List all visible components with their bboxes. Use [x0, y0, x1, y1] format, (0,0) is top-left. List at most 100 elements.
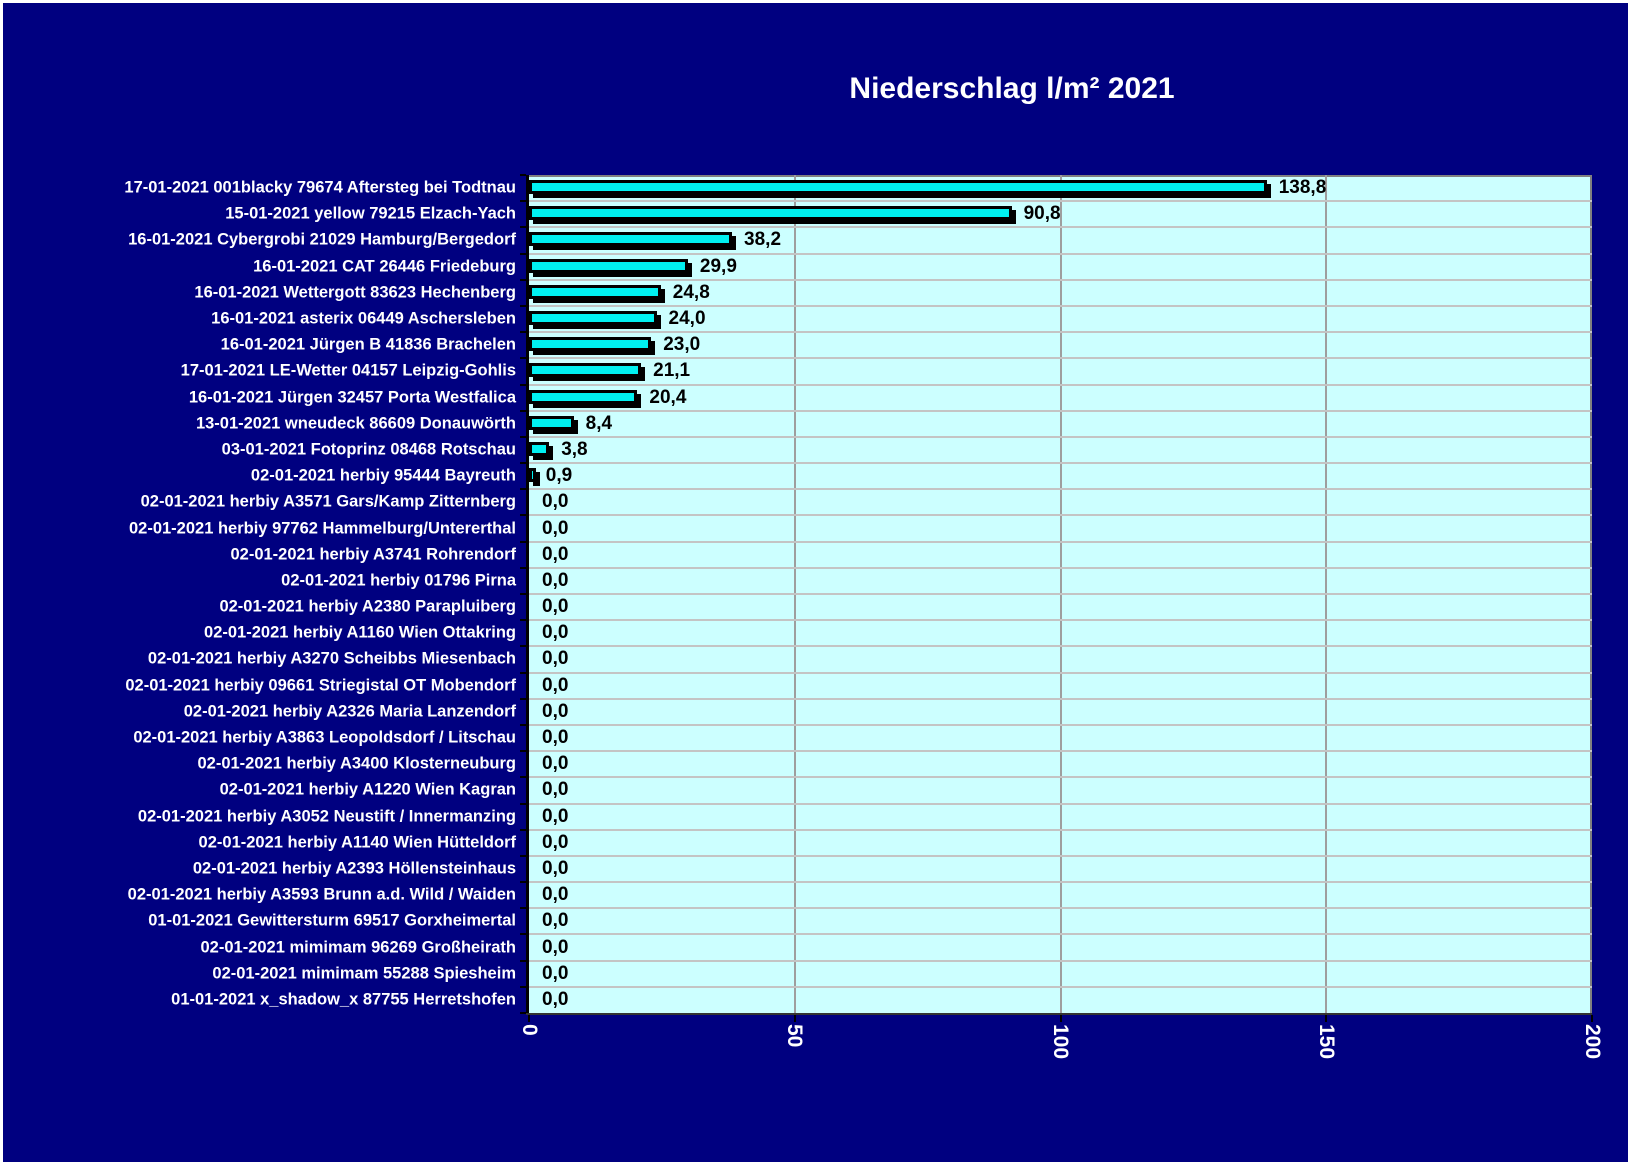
category-label: 02-01-2021 mimimam 96269 Großheirath [200, 938, 517, 957]
x-axis-tick-label: 0 [517, 1024, 541, 1036]
bar [529, 310, 657, 325]
y-axis-tick [520, 200, 526, 203]
y-axis-tick [520, 540, 526, 543]
y-axis-tick [520, 645, 526, 648]
value-label: 0,0 [542, 727, 569, 749]
row-separator [529, 304, 1592, 307]
value-label: 38,2 [744, 229, 782, 251]
value-label: 3,8 [561, 438, 588, 460]
value-label: 0,0 [542, 517, 569, 539]
category-label: 02-01-2021 herbiy A1220 Wien Kagran [219, 780, 516, 799]
bar [529, 468, 536, 483]
y-axis-tick [520, 619, 526, 622]
category-label: 16-01-2021 Cybergrobi 21029 Hamburg/Berg… [128, 230, 516, 249]
value-label: 0,0 [542, 910, 569, 932]
value-label: 0,0 [542, 779, 569, 801]
row-separator [529, 226, 1592, 229]
value-label: 0,0 [542, 596, 569, 618]
row-separator [529, 854, 1592, 857]
y-axis-tick [520, 723, 526, 726]
category-label: 16-01-2021 asterix 06449 Aschersleben [211, 309, 516, 328]
category-label: 16-01-2021 CAT 26446 Friedeburg [253, 257, 516, 276]
category-label: 03-01-2021 Fotoprinz 08468 Rotschau [221, 440, 516, 459]
bar [529, 232, 733, 247]
category-label: 02-01-2021 herbiy A3400 Klosterneuburg [197, 754, 516, 773]
y-axis-tick [520, 409, 526, 412]
row-separator [529, 933, 1592, 936]
value-label: 23,0 [663, 334, 701, 356]
y-axis-tick [520, 750, 526, 753]
x-axis-tick [1059, 1015, 1062, 1022]
value-label: 21,1 [653, 360, 691, 382]
category-label: 02-01-2021 herbiy A3593 Brunn a.d. Wild … [127, 885, 516, 904]
value-label: 20,4 [649, 386, 687, 408]
category-label: 16-01-2021 Wettergott 83623 Hechenberg [194, 283, 516, 302]
value-label: 0,0 [542, 753, 569, 775]
category-label: 01-01-2021 Gewittersturm 69517 Gorxheime… [148, 911, 516, 930]
row-separator [529, 435, 1592, 438]
y-axis-tick [520, 907, 526, 910]
y-axis-tick [520, 383, 526, 386]
y-axis-tick [520, 671, 526, 674]
row-separator [529, 252, 1592, 255]
row-separator [529, 959, 1592, 962]
category-label: 02-01-2021 herbiy A3741 Rohrendorf [230, 545, 516, 564]
row-separator [529, 697, 1592, 700]
bar [529, 337, 652, 352]
value-label: 29,9 [699, 255, 737, 277]
category-label: 17-01-2021 001blacky 79674 Aftersteg bei… [124, 178, 516, 197]
row-separator [529, 593, 1592, 595]
row-separator [529, 671, 1592, 674]
x-axis-tick [1591, 1015, 1593, 1022]
category-label: 02-01-2021 herbiy A3270 Scheibbs Miesenb… [147, 649, 516, 668]
row-separator [529, 723, 1592, 726]
y-axis-tick [520, 1012, 526, 1014]
row-separator [529, 540, 1592, 543]
value-label: 0,0 [542, 543, 569, 565]
value-label: 0,0 [542, 648, 569, 670]
row-separator [529, 462, 1592, 465]
y-axis-tick [520, 828, 526, 831]
row-separator [529, 802, 1592, 805]
row-separator [529, 645, 1592, 648]
row-separator [529, 514, 1592, 517]
y-axis-tick [520, 174, 526, 176]
x-axis-tick-label: 50 [783, 1024, 807, 1048]
row-separator [529, 331, 1592, 334]
y-axis-tick [520, 881, 526, 884]
category-label: 02-01-2021 mimimam 55288 Spiesheim [212, 964, 516, 983]
value-label: 0,0 [542, 491, 569, 513]
row-separator [529, 488, 1592, 491]
y-axis-tick [520, 331, 526, 334]
category-label: 02-01-2021 herbiy A1160 Wien Ottakring [204, 623, 516, 642]
x-axis-line [526, 1013, 1592, 1015]
value-label: 0,0 [542, 962, 569, 984]
y-axis-tick [520, 933, 526, 936]
y-axis-tick [520, 802, 526, 805]
value-label: 0,0 [542, 700, 569, 722]
y-axis-tick [520, 435, 526, 438]
bar [529, 258, 688, 273]
x-axis-tick [528, 1015, 530, 1022]
y-axis-tick [520, 488, 526, 491]
row-separator [529, 357, 1592, 360]
category-label: 02-01-2021 herbiy 95444 Bayreuth [250, 466, 516, 485]
value-label: 0,0 [542, 831, 569, 853]
y-axis-tick [520, 226, 526, 229]
y-axis-tick [520, 566, 526, 569]
y-axis-tick [520, 514, 526, 517]
category-label: 16-01-2021 Jürgen 32457 Porta Westfalica [188, 388, 516, 407]
value-label: 0,0 [542, 674, 569, 696]
row-separator [529, 776, 1592, 779]
row-separator [529, 750, 1592, 753]
category-label: 13-01-2021 wneudeck 86609 Donauwörth [195, 414, 516, 433]
value-label: 138,8 [1278, 177, 1327, 199]
row-separator [529, 200, 1592, 203]
row-separator [529, 828, 1592, 831]
category-label: 02-01-2021 herbiy 09661 Striegistal OT M… [125, 676, 516, 695]
value-label: 90,8 [1023, 203, 1061, 225]
bar [529, 389, 638, 404]
row-separator [529, 566, 1592, 569]
y-axis-tick [520, 985, 526, 988]
category-label: 02-01-2021 herbiy A1140 Wien Hütteldorf [198, 833, 516, 852]
